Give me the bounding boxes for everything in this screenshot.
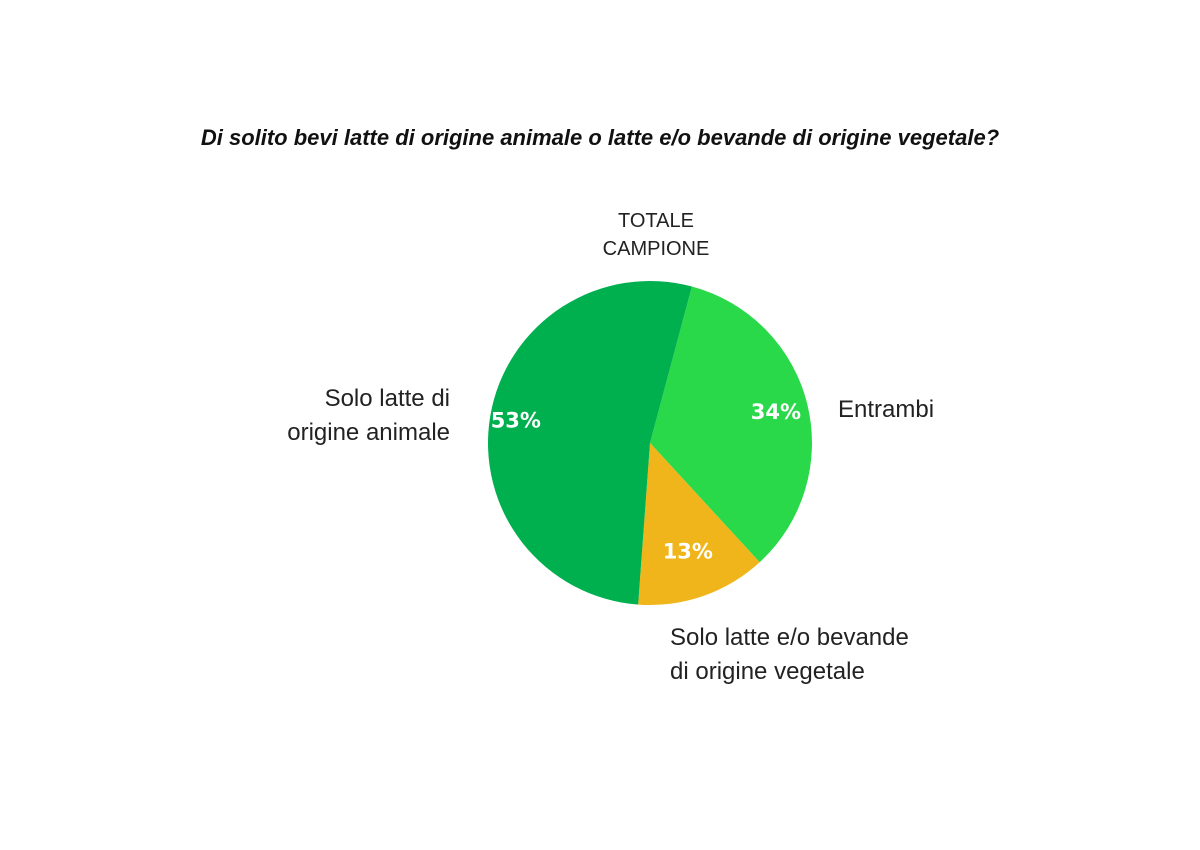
label-line: origine animale [287, 419, 450, 446]
value-label-solo-animale: 53% [491, 408, 541, 432]
subtitle-line-2: CAMPIONE [602, 238, 710, 260]
label-line: Solo latte e/o bevande [670, 624, 909, 651]
legend-label-solo-animale: Solo latte di origine animale [287, 382, 450, 450]
chart-subtitle: TOTALE CAMPIONE [556, 207, 756, 263]
slice-solo-animale [488, 281, 692, 605]
slice-solo-vegetale [638, 443, 760, 605]
chart-title: Di solito bevi latte di origine animale … [200, 125, 1000, 150]
label-line: di origine vegetale [670, 658, 865, 685]
subtitle-line-1: TOTALE [618, 210, 694, 232]
value-label-solo-vegetale: 13% [663, 540, 713, 564]
label-line: Solo latte di [324, 385, 450, 412]
legend-label-solo-vegetale: Solo latte e/o bevande di origine vegeta… [670, 621, 909, 689]
slice-entrambi [650, 286, 812, 563]
value-label-entrambi: 34% [751, 400, 801, 424]
legend-label-entrambi: Entrambi [838, 393, 934, 427]
label-line: Entrambi [838, 396, 935, 423]
